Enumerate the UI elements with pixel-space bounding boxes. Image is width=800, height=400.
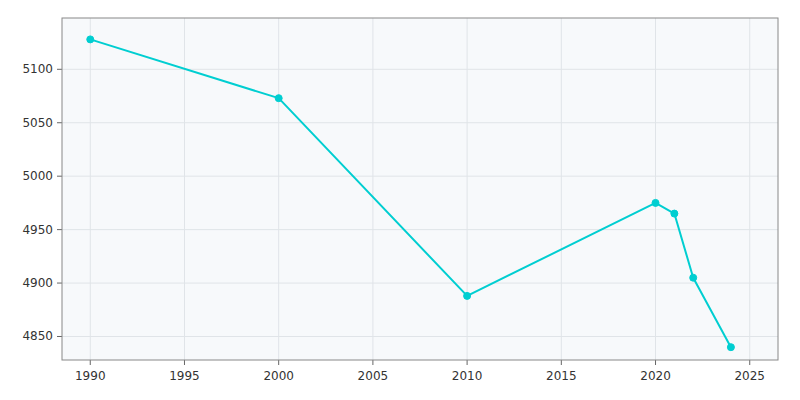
x-tick-label: 2020: [640, 369, 671, 383]
point: [87, 36, 94, 43]
x-tick: [90, 360, 91, 365]
x-tick: [749, 360, 750, 365]
x-tick-label: 2005: [358, 369, 389, 383]
y-tick-label: 5000: [22, 169, 53, 183]
y-tick-label: 5100: [22, 62, 53, 76]
y-grid-line: [62, 122, 778, 123]
point: [727, 344, 734, 351]
point: [464, 292, 471, 299]
x-tick-label: 1995: [169, 369, 200, 383]
line: [90, 39, 731, 347]
y-grid-line: [62, 69, 778, 70]
plot-frame: [62, 18, 778, 360]
point: [275, 95, 282, 102]
plot-background: [62, 18, 778, 360]
series: [87, 36, 735, 351]
y-tick: [57, 122, 62, 123]
y-grid-line: [62, 176, 778, 177]
y-grid-line: [62, 336, 778, 337]
x-tick: [655, 360, 656, 365]
point: [652, 199, 659, 206]
y-tick: [57, 283, 62, 284]
x-tick: [184, 360, 185, 365]
x-tick-label: 2000: [263, 369, 294, 383]
point: [690, 274, 697, 281]
grid: [57, 18, 778, 365]
x-tick-label: 2015: [546, 369, 577, 383]
x-tick: [372, 360, 373, 365]
y-tick-label: 4900: [22, 276, 53, 290]
x-tick-label: 2025: [734, 369, 765, 383]
chart-svg: 1990 1995 2000 2005 2010 2015 2020 2025 4850 4900…: [0, 0, 800, 400]
y-tick: [57, 69, 62, 70]
x-tick-label: 2010: [452, 369, 483, 383]
y-tick: [57, 229, 62, 230]
y-tick-label: 5050: [22, 116, 53, 130]
y-tick: [57, 336, 62, 337]
y-tick-label: 4850: [22, 329, 53, 343]
y-grid-line: [62, 283, 778, 284]
point: [671, 210, 678, 217]
x-tick: [467, 360, 468, 365]
x-tick-label: 1990: [75, 369, 106, 383]
tick-labels: 1990 1995 2000 2005 2010 2015 2020 2025 4850 4900…: [22, 62, 765, 383]
chart-container: 1990 1995 2000 2005 2010 2015 2020 2025 4850 4900…: [0, 0, 800, 400]
y-grid-line: [62, 229, 778, 230]
x-tick: [278, 360, 279, 365]
x-tick: [561, 360, 562, 365]
y-tick: [57, 176, 62, 177]
y-tick-label: 4950: [22, 223, 53, 237]
